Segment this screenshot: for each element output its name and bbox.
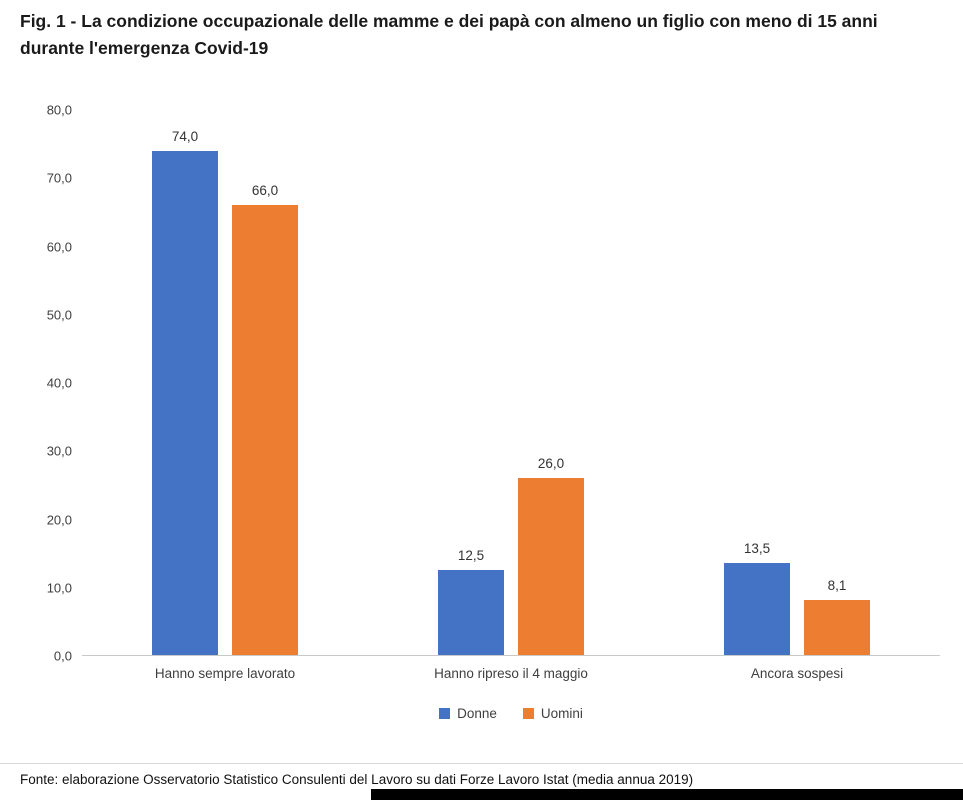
bar-donne-0: 74,0 xyxy=(152,129,218,655)
y-tick-label: 50,0 xyxy=(46,307,72,323)
category-label: Hanno sempre lavorato xyxy=(154,666,296,681)
y-tick-label: 20,0 xyxy=(46,512,72,527)
bar-uomini-0: 66,0 xyxy=(232,183,298,655)
bar-chart: 80,0 70,0 60,0 50,0 40,0 30,0 20,0 10,0 0,0 74,0… xyxy=(20,103,945,664)
bar-group-0: 74,0 66,0 xyxy=(82,110,368,655)
legend-swatch-icon xyxy=(439,708,451,719)
bar-uomini-2: 8,1 xyxy=(804,578,870,655)
bar-value-label: 26,0 xyxy=(537,455,565,471)
y-tick-label: 0,0 xyxy=(53,648,72,664)
plot-area: 74,0 66,0 12,5 26,0 13,5 8,1 xyxy=(82,110,940,656)
x-axis-labels: Hanno sempre lavorato Hanno ripreso il 4 … xyxy=(82,666,940,681)
legend-item-donne: Donne xyxy=(439,706,497,721)
chart-title: Fig. 1 - La condizione occupazionale del… xyxy=(20,11,878,59)
y-tick-label: 60,0 xyxy=(46,239,72,254)
bar-value-label: 13,5 xyxy=(743,541,771,557)
bar-donne-1: 12,5 xyxy=(438,548,504,655)
bar-value-label: 66,0 xyxy=(251,183,279,199)
legend-swatch-icon xyxy=(522,708,534,719)
category-label: Hanno ripreso il 4 maggio xyxy=(434,666,588,681)
y-tick-label: 40,0 xyxy=(46,375,72,391)
y-tick-label: 70,0 xyxy=(46,170,72,186)
bar-value-label: 12,5 xyxy=(457,547,485,563)
legend-label: Donne xyxy=(457,706,497,721)
y-tick-label: 30,0 xyxy=(46,443,72,459)
legend-item-uomini: Uomini xyxy=(522,706,583,721)
bar-value-label: 8,1 xyxy=(827,577,847,593)
bar-donne-2: 13,5 xyxy=(724,541,790,655)
y-tick-label: 80,0 xyxy=(46,102,72,118)
y-tick-label: 10,0 xyxy=(46,580,72,596)
y-axis: 80,0 70,0 60,0 50,0 40,0 30,0 20,0 10,0 0,0 xyxy=(20,103,72,664)
bar-value-label: 74,0 xyxy=(171,128,199,144)
bar-uomini-1: 26,0 xyxy=(518,456,584,655)
category-label: Ancora sospesi xyxy=(750,666,844,681)
footer-divider xyxy=(0,763,963,764)
bar-group-1: 12,5 26,0 xyxy=(368,110,654,655)
bottom-bar xyxy=(371,789,963,800)
legend-label: Uomini xyxy=(540,706,583,721)
bar-group-2: 13,5 8,1 xyxy=(654,110,940,655)
source-note: Fonte: elaborazione Osservatorio Statist… xyxy=(20,772,694,787)
legend: Donne Uomini xyxy=(82,706,940,721)
